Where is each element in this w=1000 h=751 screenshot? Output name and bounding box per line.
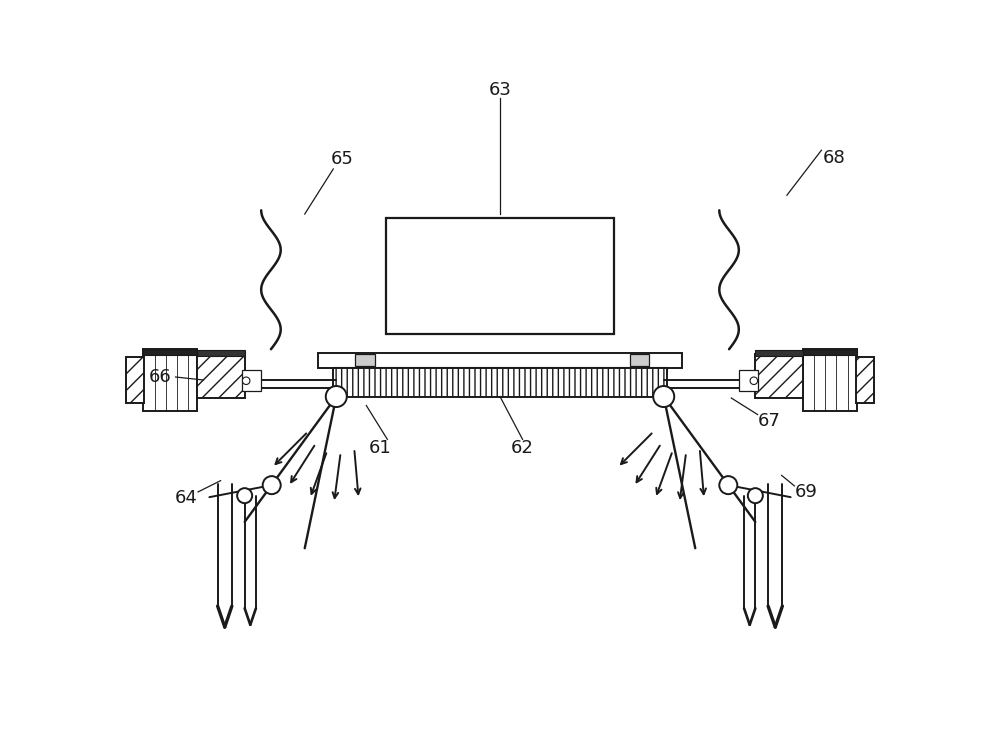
Bar — [386, 218, 614, 334]
Circle shape — [326, 386, 347, 407]
Circle shape — [237, 488, 252, 503]
Text: 67: 67 — [757, 412, 780, 430]
Bar — [197, 350, 245, 356]
Bar — [355, 354, 375, 366]
Circle shape — [263, 476, 281, 494]
Circle shape — [242, 377, 250, 385]
Text: 62: 62 — [511, 439, 534, 457]
Text: 63: 63 — [489, 81, 511, 99]
Bar — [333, 367, 667, 372]
Bar — [803, 349, 857, 355]
Circle shape — [750, 377, 758, 385]
Bar — [143, 349, 197, 355]
Bar — [755, 354, 803, 398]
Bar — [803, 349, 857, 411]
Circle shape — [719, 476, 737, 494]
Circle shape — [653, 386, 674, 407]
Bar — [630, 354, 649, 366]
Text: 66: 66 — [149, 368, 172, 386]
Bar — [856, 357, 874, 403]
Text: 64: 64 — [175, 489, 198, 507]
Bar — [126, 357, 144, 403]
Bar — [333, 368, 667, 397]
Bar — [143, 349, 197, 411]
Bar — [755, 350, 803, 356]
Bar — [242, 370, 261, 391]
Bar — [739, 370, 758, 391]
Text: 68: 68 — [823, 149, 846, 167]
Text: 69: 69 — [795, 483, 818, 501]
Text: 65: 65 — [331, 150, 354, 168]
Circle shape — [748, 488, 763, 503]
Bar — [197, 354, 245, 398]
Text: 61: 61 — [368, 439, 391, 457]
Bar — [318, 353, 682, 368]
